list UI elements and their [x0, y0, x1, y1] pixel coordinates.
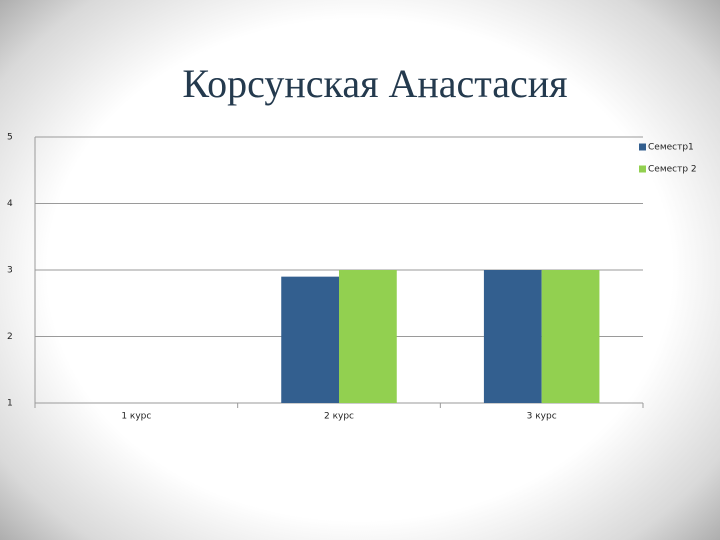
x-tick-label: 1 курс [121, 412, 151, 422]
legend-label: Семестр1 [648, 143, 694, 153]
y-tick-label: 2 [7, 332, 13, 342]
bar [339, 270, 397, 403]
chart-title: Корсунская Анастасия [182, 61, 567, 106]
y-tick-label: 5 [7, 133, 13, 143]
bar [541, 270, 600, 403]
bar [281, 276, 339, 403]
legend-swatch [639, 165, 646, 173]
x-tick-label: 3 курс [527, 412, 557, 422]
bar [483, 270, 542, 403]
x-tick-label: 2 курс [324, 412, 354, 422]
y-tick-label: 3 [7, 266, 13, 276]
y-tick-label: 1 [7, 399, 13, 409]
legend-label: Семестр 2 [648, 165, 697, 175]
legend-swatch [639, 143, 646, 151]
y-tick-label: 4 [7, 199, 13, 209]
